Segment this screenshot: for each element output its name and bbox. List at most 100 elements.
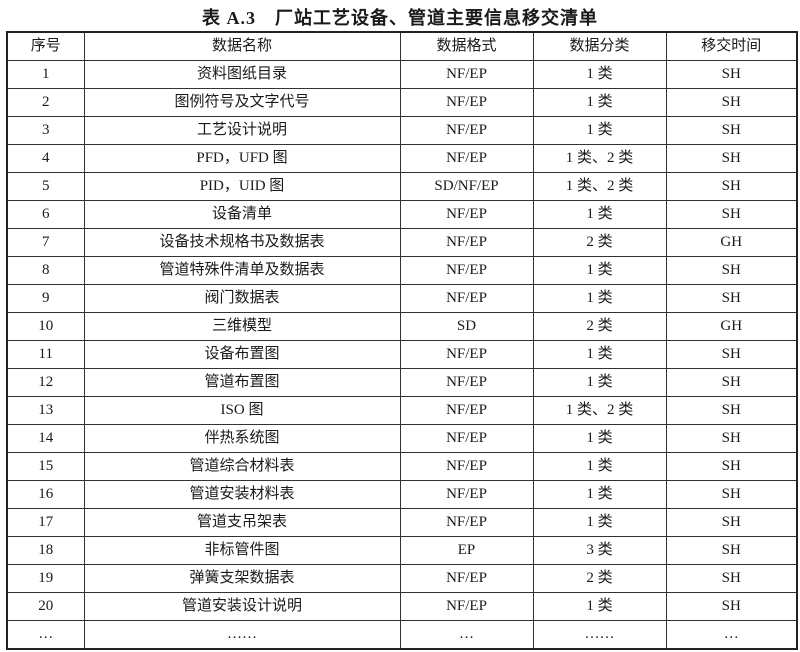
cell-data-name: 管道特殊件清单及数据表 (83, 256, 401, 285)
table-row: 10 三维模型 SD 2 类 GH (6, 312, 798, 341)
cell-index: 11 (6, 340, 85, 369)
table-row: 7 设备技术规格书及数据表 NF/EP 2 类 GH (6, 228, 798, 257)
cell-index: 20 (6, 592, 85, 621)
table-row: 3 工艺设计说明 NF/EP 1 类 SH (6, 116, 798, 145)
cell-data-category: 1 类 (532, 116, 667, 145)
table-row: 5 PID，UID 图 SD/NF/EP 1 类、2 类 SH (6, 172, 798, 201)
cell-index: 9 (6, 284, 85, 313)
table-row: 2 图例符号及文字代号 NF/EP 1 类 SH (6, 88, 798, 117)
cell-handover-time: SH (665, 256, 798, 285)
cell-data-category: 1 类 (532, 368, 667, 397)
cell-data-category: 2 类 (532, 312, 667, 341)
cell-data-name: 管道支吊架表 (83, 508, 401, 537)
cell-index: 14 (6, 424, 85, 453)
cell-data-category: 1 类 (532, 256, 667, 285)
cell-handover-time: SH (665, 144, 798, 173)
table-row: 14 伴热系统图 NF/EP 1 类 SH (6, 424, 798, 453)
cell-data-category: 1 类 (532, 60, 667, 89)
cell-data-name: 三维模型 (83, 312, 401, 341)
cell-data-category: 2 类 (532, 228, 667, 257)
cell-data-category: 3 类 (532, 536, 667, 565)
cell-data-category: 1 类、2 类 (532, 396, 667, 425)
cell-data-name: 工艺设计说明 (83, 116, 401, 145)
header-data-category: 数据分类 (532, 31, 667, 61)
cell-handover-time: … (665, 620, 798, 650)
cell-index: 5 (6, 172, 85, 201)
cell-index: … (6, 620, 85, 650)
cell-data-name: 设备清单 (83, 200, 401, 229)
cell-index: 3 (6, 116, 85, 145)
cell-data-category: 1 类 (532, 284, 667, 313)
cell-data-format: NF/EP (399, 256, 534, 285)
table-row: 9 阀门数据表 NF/EP 1 类 SH (6, 284, 798, 313)
cell-data-name: 设备技术规格书及数据表 (83, 228, 401, 257)
table-row: 4 PFD，UFD 图 NF/EP 1 类、2 类 SH (6, 144, 798, 173)
cell-data-format: NF/EP (399, 228, 534, 257)
cell-data-category: 1 类 (532, 508, 667, 537)
cell-data-name: 资料图纸目录 (83, 60, 401, 89)
table-row: 11 设备布置图 NF/EP 1 类 SH (6, 340, 798, 369)
cell-data-category: 1 类、2 类 (532, 144, 667, 173)
table-row: 16 管道安装材料表 NF/EP 1 类 SH (6, 480, 798, 509)
cell-handover-time: GH (665, 312, 798, 341)
cell-data-format: NF/EP (399, 284, 534, 313)
cell-index: 8 (6, 256, 85, 285)
cell-handover-time: SH (665, 172, 798, 201)
cell-data-category: 1 类 (532, 88, 667, 117)
cell-data-format: SD (399, 312, 534, 341)
table-row: ………………… (6, 620, 798, 650)
cell-handover-time: SH (665, 536, 798, 565)
cell-handover-time: SH (665, 508, 798, 537)
cell-data-name: PFD，UFD 图 (83, 144, 401, 173)
table-row: 18 非标管件图 EP 3 类 SH (6, 536, 798, 565)
cell-index: 10 (6, 312, 85, 341)
cell-data-format: NF/EP (399, 424, 534, 453)
cell-data-format: EP (399, 536, 534, 565)
cell-index: 2 (6, 88, 85, 117)
cell-data-category: 2 类 (532, 564, 667, 593)
cell-handover-time: SH (665, 88, 798, 117)
table-row: 6 设备清单 NF/EP 1 类 SH (6, 200, 798, 229)
cell-data-format: NF/EP (399, 144, 534, 173)
cell-data-category: …… (532, 620, 667, 650)
cell-data-category: 1 类、2 类 (532, 172, 667, 201)
cell-index: 12 (6, 368, 85, 397)
header-data-format: 数据格式 (399, 31, 534, 61)
cell-handover-time: SH (665, 60, 798, 89)
cell-data-name: …… (83, 620, 401, 650)
cell-data-format: NF/EP (399, 592, 534, 621)
header-data-name: 数据名称 (83, 31, 401, 61)
cell-data-format: NF/EP (399, 60, 534, 89)
table-row: 13 ISO 图 NF/EP 1 类、2 类 SH (6, 396, 798, 425)
table-row: 8 管道特殊件清单及数据表 NF/EP 1 类 SH (6, 256, 798, 285)
cell-data-name: 非标管件图 (83, 536, 401, 565)
table-title: 表 A.3 厂站工艺设备、管道主要信息移交清单 (202, 8, 598, 28)
cell-data-format: NF/EP (399, 508, 534, 537)
handover-table: 序号 数据名称 数据格式 数据分类 移交时间 1 资料图纸目录 NF/EP 1 类 SH… (6, 31, 798, 650)
cell-data-format: NF/EP (399, 368, 534, 397)
cell-data-category: 1 类 (532, 340, 667, 369)
cell-data-name: 管道安装材料表 (83, 480, 401, 509)
cell-data-name: PID，UID 图 (83, 172, 401, 201)
table-row: 17 管道支吊架表 NF/EP 1 类 SH (6, 508, 798, 537)
cell-index: 19 (6, 564, 85, 593)
cell-handover-time: SH (665, 564, 798, 593)
cell-data-format: SD/NF/EP (399, 172, 534, 201)
table-row: 20 管道安装设计说明 NF/EP 1 类 SH (6, 592, 798, 621)
cell-data-category: 1 类 (532, 452, 667, 481)
cell-handover-time: SH (665, 368, 798, 397)
cell-handover-time: GH (665, 228, 798, 257)
cell-data-format: NF/EP (399, 340, 534, 369)
cell-data-name: ISO 图 (83, 396, 401, 425)
cell-handover-time: SH (665, 592, 798, 621)
cell-data-format: NF/EP (399, 396, 534, 425)
cell-data-format: NF/EP (399, 200, 534, 229)
cell-index: 17 (6, 508, 85, 537)
cell-handover-time: SH (665, 452, 798, 481)
cell-data-name: 伴热系统图 (83, 424, 401, 453)
cell-index: 4 (6, 144, 85, 173)
cell-index: 6 (6, 200, 85, 229)
cell-data-name: 管道布置图 (83, 368, 401, 397)
cell-data-category: 1 类 (532, 480, 667, 509)
cell-data-name: 设备布置图 (83, 340, 401, 369)
